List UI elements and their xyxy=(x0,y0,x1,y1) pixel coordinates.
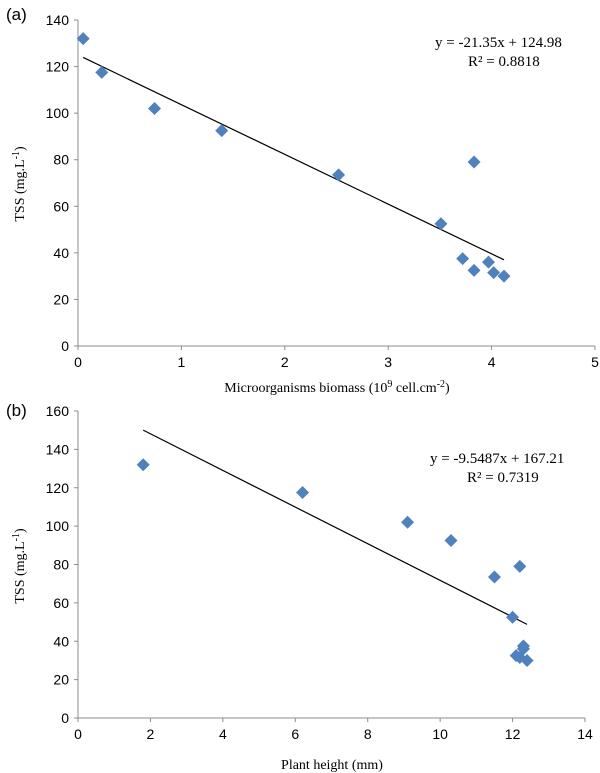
x-tick-label: 5 xyxy=(591,354,599,370)
panel-a-y-label: TSS (mg.L-1) xyxy=(11,146,28,222)
panel-a: (a) 0 20 40 60 80 100 120 140 0 1 2 3 4 5 y = -21.35… xyxy=(6,5,599,396)
data-point xyxy=(296,486,310,500)
panel-a-x-ticks: 0 1 2 3 4 5 xyxy=(74,346,599,370)
data-point xyxy=(520,653,534,667)
data-point xyxy=(497,269,511,283)
data-point xyxy=(76,32,90,46)
panel-b: (b) 0 20 40 60 80 100 120 140 160 0 2 4 6 8 10 12 14 y … xyxy=(6,401,593,773)
x-tick-label: 3 xyxy=(384,354,392,370)
x-tick-label: 4 xyxy=(488,354,496,370)
panel-b-y-label: TSS (mg.L-1) xyxy=(11,528,28,604)
data-point xyxy=(148,101,162,115)
panel-b-x-ticks: 0 2 4 6 8 10 12 14 xyxy=(74,718,593,742)
y-tick-label: 80 xyxy=(53,557,69,573)
x-tick-label: 0 xyxy=(74,726,82,742)
data-point xyxy=(95,65,109,79)
panel-a-y-ticks: 0 20 40 60 80 100 120 140 xyxy=(46,12,78,354)
panel-b-x-label: Plant height (mm) xyxy=(281,758,383,773)
panel-b-y-ticks: 0 20 40 60 80 100 120 140 160 xyxy=(46,403,78,726)
x-tick-label: 6 xyxy=(291,726,299,742)
y-tick-label: 40 xyxy=(53,633,69,649)
y-tick-label: 40 xyxy=(53,245,69,261)
x-tick-label: 0 xyxy=(74,354,82,370)
x-tick-label: 2 xyxy=(281,354,289,370)
y-tick-label: 120 xyxy=(46,480,70,496)
data-point xyxy=(215,124,229,138)
panel-b-r2: R² = 0.7319 xyxy=(467,470,539,486)
data-point xyxy=(332,168,346,182)
y-tick-label: 20 xyxy=(53,291,69,307)
panel-a-points xyxy=(76,32,511,283)
data-point xyxy=(467,155,481,169)
data-point xyxy=(513,559,527,573)
y-tick-label: 0 xyxy=(61,338,69,354)
y-tick-label: 140 xyxy=(46,441,70,457)
panel-b-label: (b) xyxy=(6,401,27,420)
data-point xyxy=(506,610,520,624)
y-tick-label: 20 xyxy=(53,672,69,688)
data-point xyxy=(136,458,150,472)
x-tick-label: 14 xyxy=(577,726,593,742)
y-tick-label: 100 xyxy=(46,518,70,534)
y-tick-label: 60 xyxy=(53,198,69,214)
x-tick-label: 10 xyxy=(432,726,448,742)
data-point xyxy=(434,217,448,231)
panel-a-x-label: Microorganisms biomass (109 cell.cm-2) xyxy=(224,379,450,396)
data-point xyxy=(456,252,470,266)
data-point xyxy=(401,515,415,529)
panel-a-label: (a) xyxy=(6,5,27,24)
panel-b-trendline xyxy=(142,429,528,625)
y-tick-label: 160 xyxy=(46,403,70,419)
x-tick-label: 12 xyxy=(505,726,521,742)
data-point xyxy=(487,266,501,280)
panel-a-r2: R² = 0.8818 xyxy=(468,54,540,70)
panel-a-equation: y = -21.35x + 124.98 xyxy=(435,35,562,51)
data-point xyxy=(516,639,530,653)
y-tick-label: 0 xyxy=(61,710,69,726)
y-tick-label: 100 xyxy=(46,105,70,121)
data-point xyxy=(444,534,458,548)
x-tick-label: 1 xyxy=(178,354,186,370)
data-point xyxy=(467,263,481,277)
panel-b-equation: y = -9.5487x + 167.21 xyxy=(430,451,564,467)
y-tick-label: 80 xyxy=(53,152,69,168)
data-point xyxy=(481,255,495,269)
x-tick-label: 8 xyxy=(364,726,372,742)
y-tick-label: 140 xyxy=(46,12,70,28)
x-tick-label: 4 xyxy=(219,726,227,742)
panel-b-points xyxy=(136,458,534,667)
y-tick-label: 60 xyxy=(53,595,69,611)
data-point xyxy=(487,570,501,584)
x-tick-label: 2 xyxy=(147,726,155,742)
panel-a-trendline xyxy=(82,56,505,261)
y-tick-label: 120 xyxy=(46,59,70,75)
